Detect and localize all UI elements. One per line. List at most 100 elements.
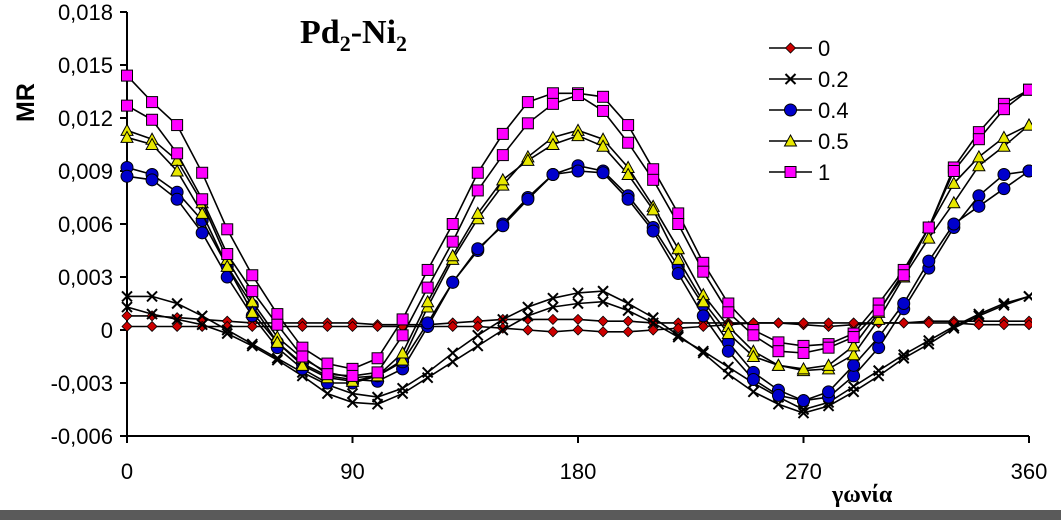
data-point: [797, 394, 810, 408]
data-point: [245, 305, 260, 318]
data-point: [672, 329, 684, 342]
data-point: [998, 299, 1010, 311]
legend-entry-0.2: 0.2: [769, 67, 849, 92]
data-point: [572, 324, 584, 336]
data-point: [471, 242, 485, 256]
data-point: [121, 310, 133, 322]
data-point: [597, 296, 609, 308]
data-point: [396, 382, 409, 395]
data-point: [421, 371, 434, 384]
data-point: [872, 364, 885, 377]
data-point: [722, 361, 735, 373]
y-tick-label: 0,009: [58, 159, 113, 184]
data-point: [371, 398, 384, 410]
data-point: [571, 128, 585, 142]
data-point: [972, 158, 986, 172]
data-point: [822, 317, 835, 329]
data-point: [246, 320, 258, 333]
data-point: [246, 285, 259, 298]
data-point: [921, 231, 936, 244]
data-point: [371, 352, 384, 365]
data-point: [847, 380, 860, 393]
data-point: [121, 301, 133, 313]
data-point: [697, 345, 709, 357]
y-tick-label: 0,015: [58, 53, 113, 78]
data-point: [196, 310, 208, 322]
data-point: [447, 356, 459, 368]
data-point: [146, 96, 159, 109]
data-point: [822, 341, 835, 354]
series-0.5: [120, 118, 1032, 387]
data-point: [171, 297, 183, 310]
data-point: [446, 275, 460, 289]
data-point: [697, 347, 709, 359]
data-point: [295, 358, 310, 371]
data-point: [721, 326, 736, 340]
data-point: [746, 349, 761, 362]
data-point: [572, 313, 584, 325]
data-point: [496, 127, 509, 140]
data-point: [946, 176, 961, 189]
data-point: [821, 358, 836, 371]
data-point: [1023, 83, 1032, 96]
y-tick-label: 0: [101, 318, 113, 343]
data-point: [997, 103, 1010, 116]
legend-entry-1: 1: [769, 160, 830, 185]
legend-marker: [784, 103, 797, 117]
data-point: [897, 297, 911, 310]
data-point: [171, 119, 184, 132]
data-point: [472, 320, 484, 333]
data-point: [771, 358, 786, 371]
data-point: [321, 387, 334, 400]
data-point: [797, 317, 810, 329]
legend-marker: [784, 73, 797, 85]
data-point: [146, 320, 158, 333]
data-point: [521, 96, 534, 109]
data-point: [221, 327, 233, 340]
y-tick-label: -0,003: [51, 371, 113, 396]
data-point: [771, 388, 785, 402]
data-point: [246, 338, 258, 350]
data-point: [946, 195, 961, 209]
series-line-0.2-2: [126, 295, 1030, 411]
legend-entry-0.4: 0.4: [769, 98, 849, 123]
data-point: [296, 350, 309, 363]
data-point: [697, 265, 710, 278]
data-point: [120, 130, 134, 143]
x-tick-label: 0: [121, 459, 133, 484]
data-point: [747, 386, 760, 398]
data-point: [772, 317, 785, 329]
data-point: [546, 137, 560, 150]
data-point: [170, 192, 184, 206]
data-point: [521, 117, 534, 130]
data-point: [346, 320, 359, 333]
data-point: [597, 326, 609, 338]
data-point: [421, 281, 434, 294]
data-point: [246, 269, 259, 282]
data-point: [572, 297, 584, 310]
data-point: [797, 346, 810, 359]
data-point: [271, 308, 284, 321]
data-point: [847, 358, 861, 372]
data-point: [170, 163, 184, 177]
data-point: [421, 263, 434, 276]
data-point: [495, 172, 510, 186]
data-point: [546, 87, 559, 100]
data-point: [145, 173, 159, 187]
data-point: [1022, 118, 1032, 131]
data-point: [796, 361, 811, 375]
axes: -0,006 -0,003 0 0,003 0,006 0,009 0,012 0,015 0,…: [51, 0, 1048, 484]
data-point: [972, 199, 986, 213]
series-0.2: [121, 285, 1032, 419]
data-point: [396, 313, 409, 326]
data-point: [621, 192, 635, 206]
data-point: [546, 97, 559, 110]
data-point: [922, 254, 936, 268]
data-point: [671, 252, 686, 265]
y-tick-label: 0,018: [58, 0, 113, 25]
data-point: [121, 69, 133, 82]
data-point: [447, 320, 459, 333]
data-point: [171, 320, 183, 333]
data-point: [171, 313, 183, 326]
